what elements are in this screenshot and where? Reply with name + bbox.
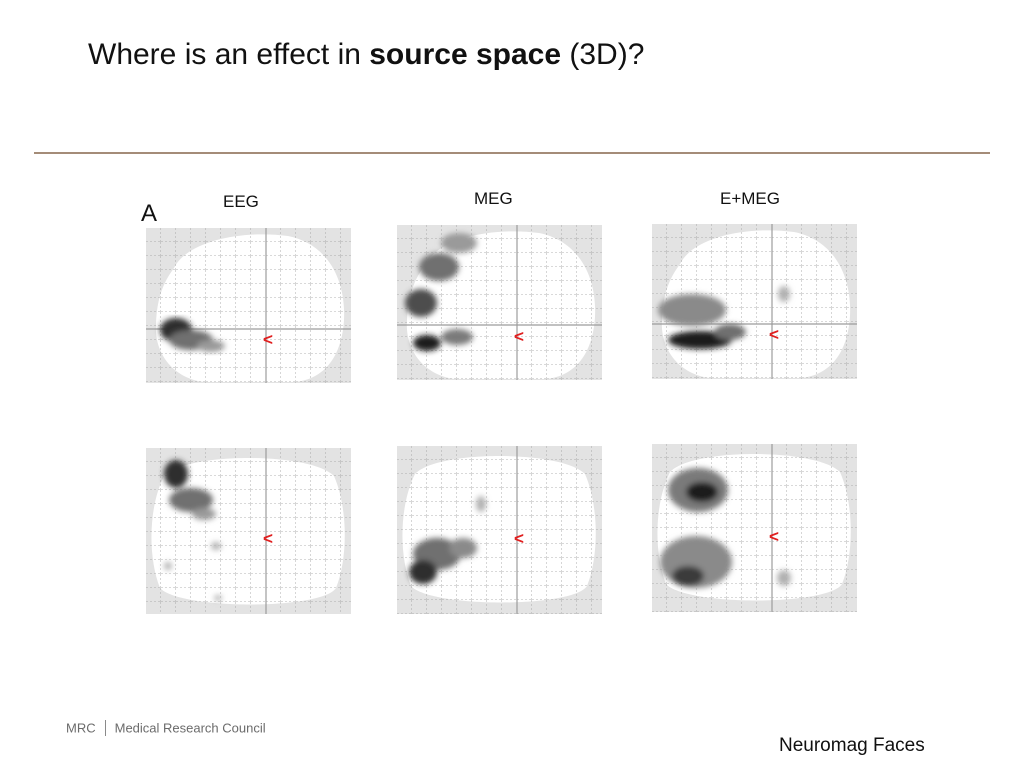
eeg-sagittal-glass-brain: < [146,228,351,383]
meg-sagittal-glass-brain: < [397,225,602,380]
crosshair-marker: < [769,527,779,546]
org-long: Medical Research Council [114,720,266,736]
crosshair-marker: < [769,325,779,344]
mrc-logo: MRC Medical Research Council [66,720,266,738]
meg-axial-glass-brain: < [397,446,602,614]
crosshair-marker: < [514,327,524,346]
emeg-axial-glass-brain: < [652,444,857,612]
crosshair-marker: < [263,529,273,548]
org-short: MRC [66,720,96,736]
emeg-sagittal-glass-brain: < [652,224,857,379]
footer-note: Neuromag Faces [779,735,925,756]
crosshair-marker: < [514,529,524,548]
column-label-emeg: E+MEG [720,189,780,208]
slide-title: Where is an effect in source space (3D)? [88,38,644,72]
title-suffix: (3D)? [561,38,645,71]
logo-separator [104,720,106,736]
panel-letter: A [141,200,158,227]
column-label-meg: MEG [474,189,513,208]
title-prefix: Where is an effect in [88,38,370,71]
crosshair-marker: < [263,330,273,349]
column-label-eeg: EEG [223,192,259,211]
title-divider [34,152,990,154]
eeg-axial-glass-brain: < [146,448,351,614]
title-bold: source space [369,38,562,71]
